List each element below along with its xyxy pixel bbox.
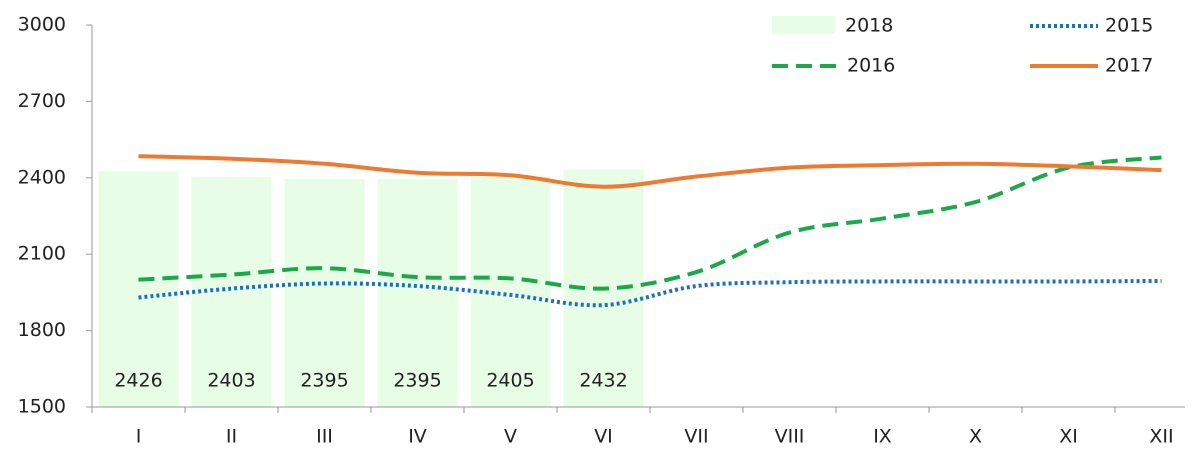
y-tick-label: 1800 bbox=[18, 319, 66, 341]
bar bbox=[284, 179, 365, 407]
x-tick-label: VII bbox=[684, 426, 708, 448]
legend-swatch bbox=[772, 16, 835, 34]
x-tick-label: III bbox=[316, 426, 333, 448]
x-tick-label: II bbox=[226, 426, 237, 448]
x-tick-label: X bbox=[969, 426, 982, 448]
x-tick-label: XI bbox=[1059, 426, 1078, 448]
bar bbox=[98, 171, 179, 407]
legend-label: 2018 bbox=[845, 15, 893, 37]
x-tick-label: I bbox=[136, 426, 142, 448]
bar bbox=[377, 179, 458, 407]
legend-label: 2015 bbox=[1105, 15, 1153, 37]
y-tick-label: 1500 bbox=[18, 396, 66, 418]
x-tick-label: V bbox=[504, 426, 517, 448]
y-tick-label: 2400 bbox=[18, 166, 66, 188]
x-tick-label: IV bbox=[408, 426, 427, 448]
bar-label: 2395 bbox=[300, 370, 348, 392]
x-tick-label: IX bbox=[873, 426, 892, 448]
legend-label: 2017 bbox=[1105, 55, 1153, 77]
bar-label: 2405 bbox=[486, 370, 534, 392]
y-tick-label: 3000 bbox=[18, 14, 66, 36]
line bbox=[138, 155, 1162, 291]
bar-label: 2432 bbox=[579, 370, 627, 392]
bar-label: 2426 bbox=[114, 370, 162, 392]
legend-label: 2016 bbox=[847, 55, 895, 77]
line bbox=[138, 154, 1162, 189]
y-tick-label: 2100 bbox=[18, 243, 66, 265]
bar-label: 2395 bbox=[393, 370, 441, 392]
x-tick-label: VI bbox=[594, 426, 613, 448]
bar-label: 2403 bbox=[207, 370, 255, 392]
bar bbox=[470, 176, 551, 407]
y-tick-label: 2700 bbox=[18, 90, 66, 112]
x-tick-label: VIII bbox=[775, 426, 805, 448]
x-tick-label: XII bbox=[1149, 426, 1173, 448]
